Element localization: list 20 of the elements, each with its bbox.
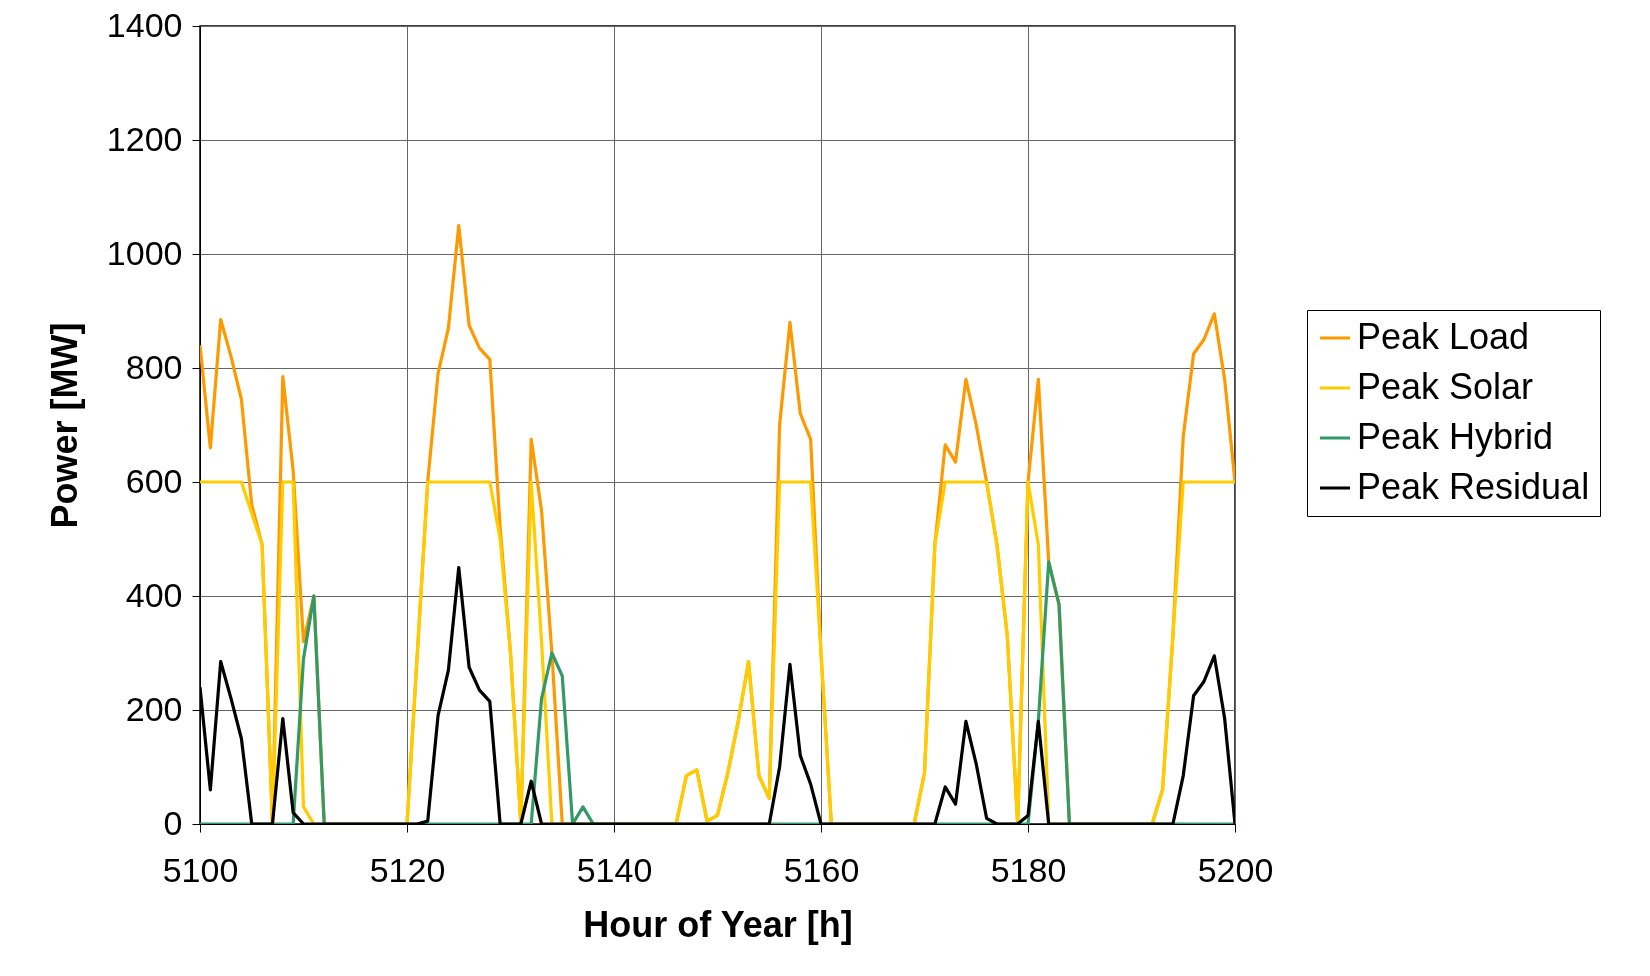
x-tick-label: 5120 [369, 850, 446, 889]
legend-label: Peak Residual [1357, 466, 1590, 507]
legend-label: Peak Solar [1357, 366, 1534, 407]
x-tick-label: 5160 [783, 850, 860, 889]
y-tick-label: 1400 [106, 5, 183, 44]
y-tick-label: 200 [125, 689, 183, 728]
x-tick-label: 5100 [162, 850, 239, 889]
legend-label: Peak Load [1357, 316, 1530, 357]
y-tick-label: 1000 [106, 233, 183, 272]
y-axis-title: Power [MW] [43, 322, 85, 529]
y-tick-label: 800 [125, 347, 183, 386]
x-tick-label: 5140 [576, 850, 653, 889]
y-tick-label: 1200 [106, 119, 183, 158]
x-tick-label: 5180 [990, 850, 1067, 889]
y-tick-label: 600 [125, 461, 183, 500]
x-tick-label: 5200 [1197, 850, 1274, 889]
legend-label: Peak Hybrid [1357, 416, 1554, 457]
x-axis-title: Hour of Year [h] [583, 903, 853, 945]
y-tick-label: 400 [125, 575, 183, 614]
y-tick-label: 0 [163, 803, 183, 842]
